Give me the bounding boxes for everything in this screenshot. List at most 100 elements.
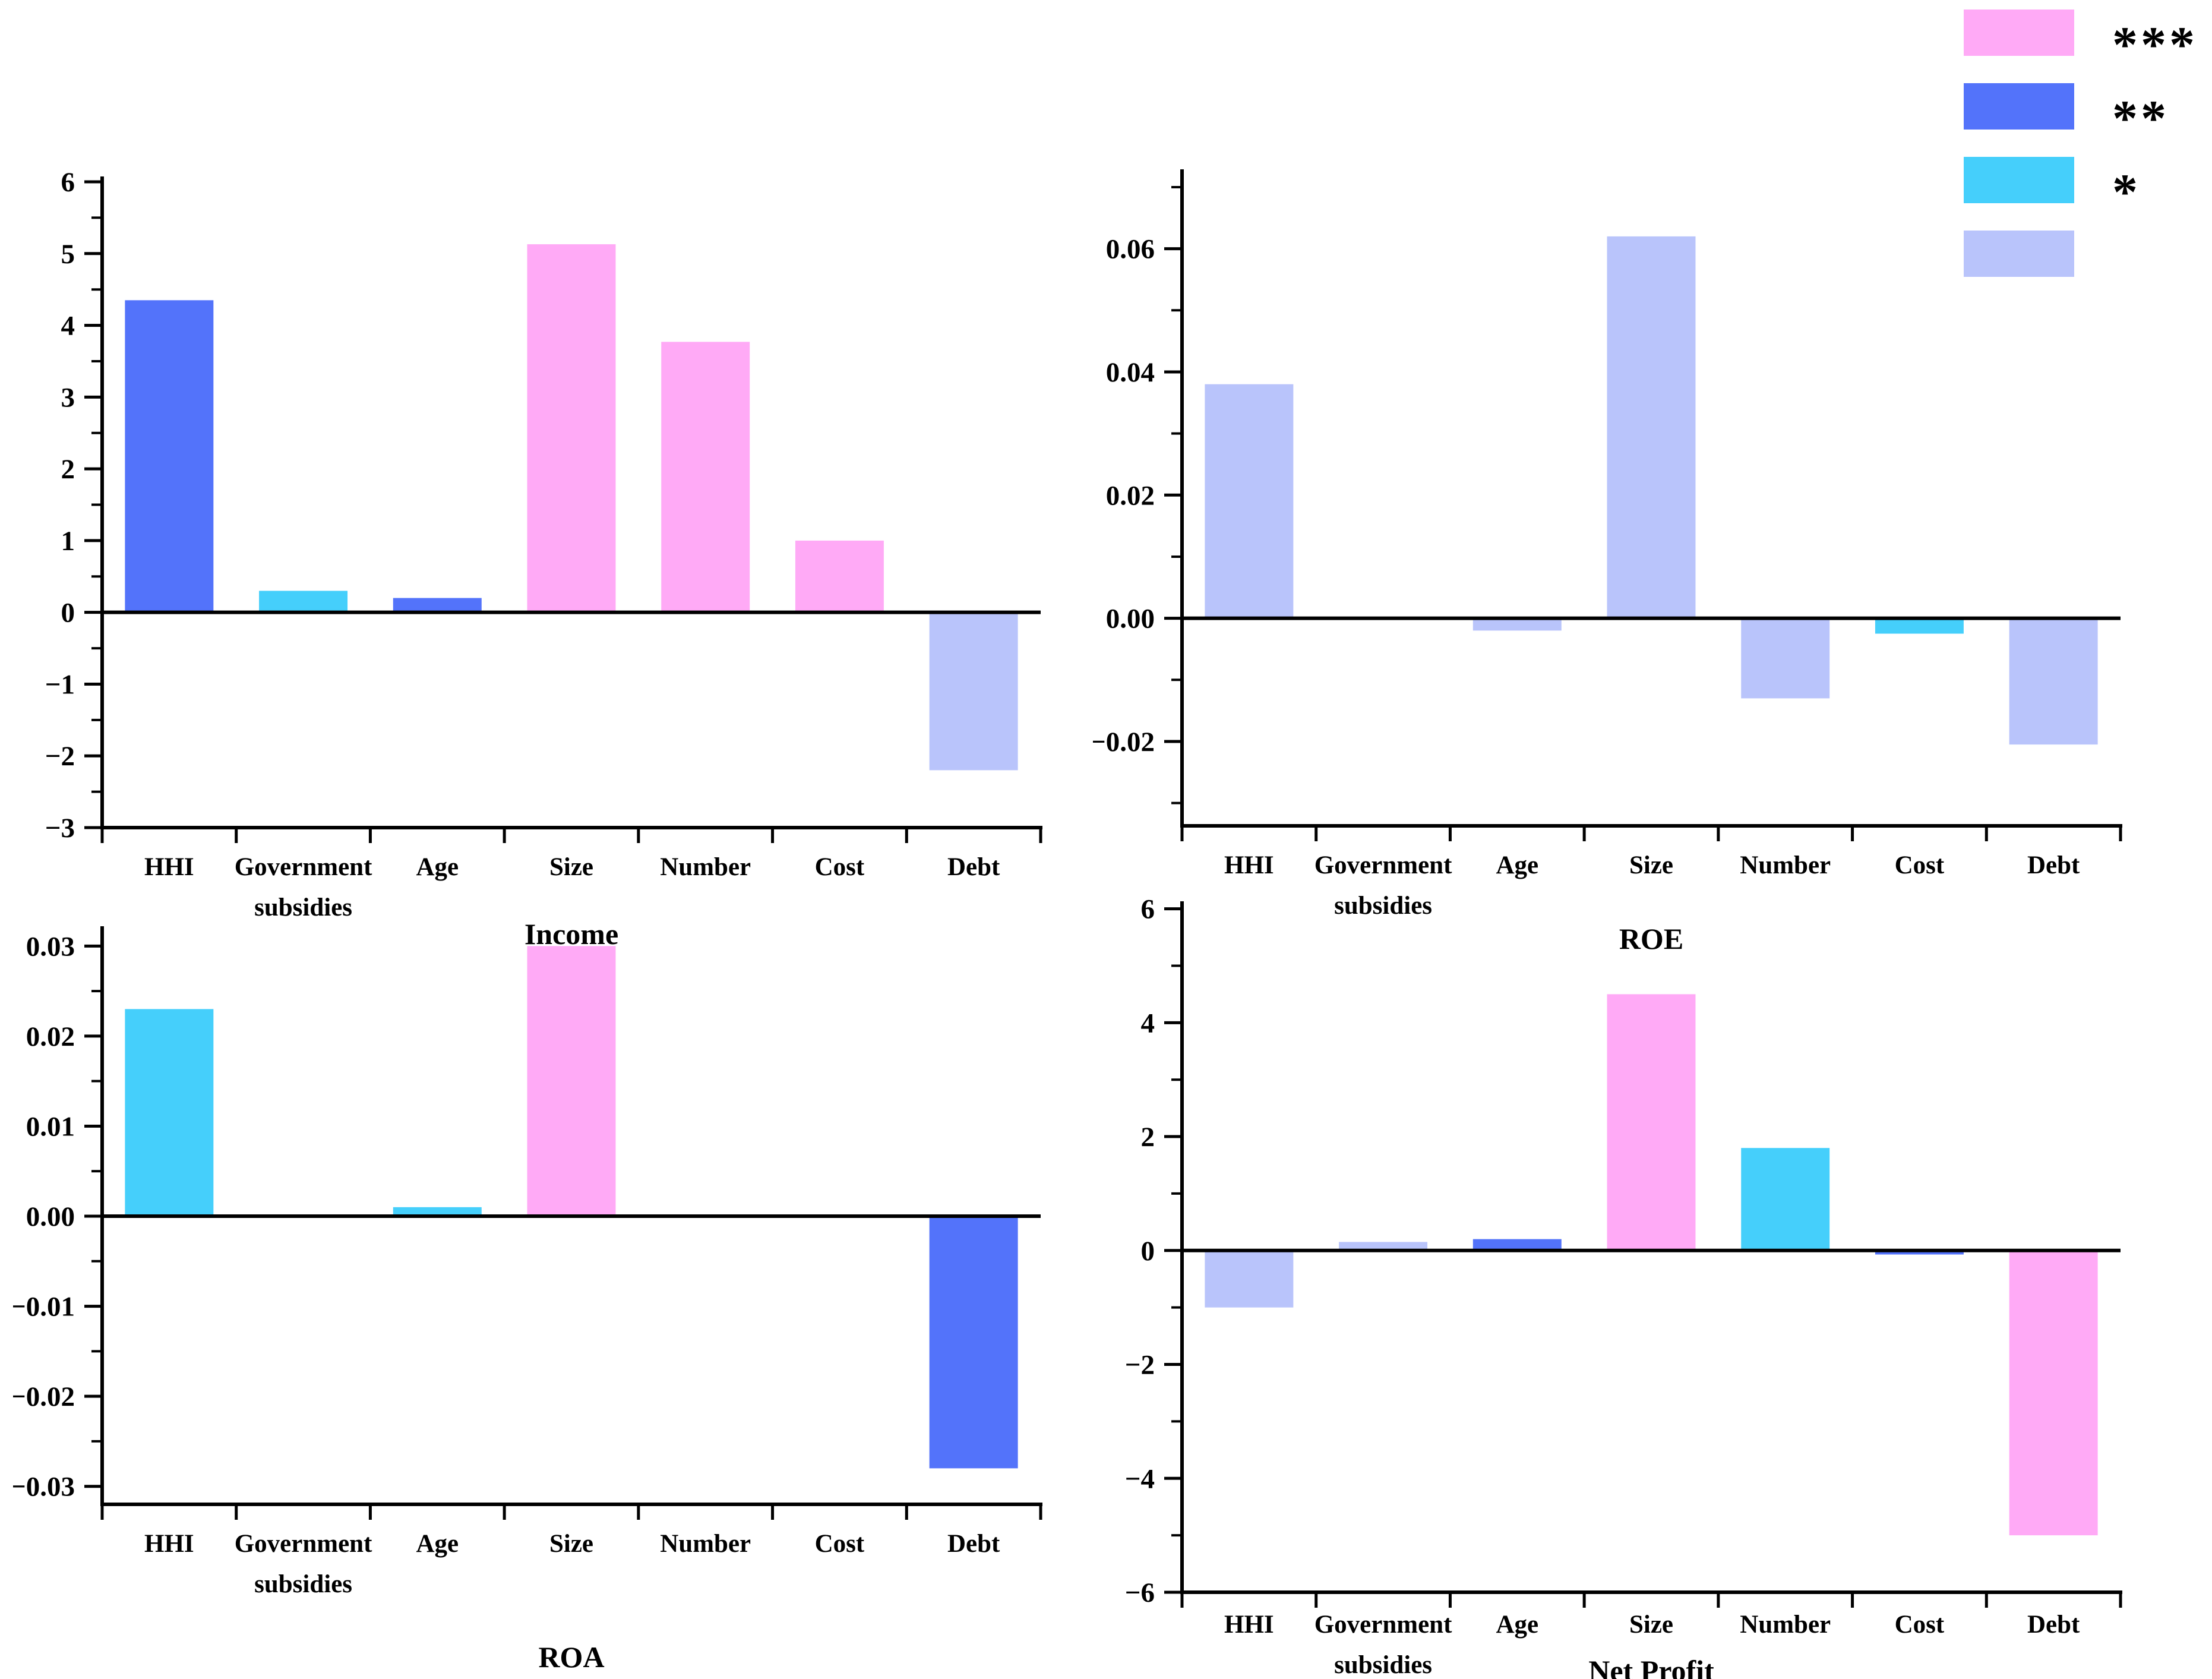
category-label-hhi: HHI bbox=[144, 853, 194, 881]
category-label-government-subsidies: Government bbox=[1314, 1611, 1452, 1639]
category-label-cost: Cost bbox=[815, 853, 865, 881]
category-label-debt: Debt bbox=[947, 853, 1000, 881]
y-axis-tick-label: 2 bbox=[61, 454, 75, 485]
chart-roa-plot: 0.03 0.02 0.01 0.00 −0.01 −0.02 −0.03 HHI Govern… bbox=[13, 926, 1042, 1598]
y-axis-tick-label: 4 bbox=[1141, 1008, 1155, 1039]
bar-size bbox=[1607, 994, 1696, 1251]
y-axis-tick-label: −0.01 bbox=[13, 1292, 75, 1323]
y-axis-tick-label: 4 bbox=[61, 311, 75, 342]
legend-item-not-significant bbox=[1964, 231, 2198, 277]
y-axis-tick-label: −1 bbox=[45, 669, 75, 700]
category-label-government-subsidies: subsidies bbox=[254, 1570, 352, 1598]
category-label-cost: Cost bbox=[815, 1530, 865, 1558]
category-label-government-subsidies: subsidies bbox=[254, 894, 352, 921]
category-label-size: Size bbox=[549, 1530, 593, 1558]
y-axis-tick-label: 0.01 bbox=[26, 1111, 75, 1142]
bar-hhi bbox=[1205, 384, 1294, 618]
y-axis-tick-label: 3 bbox=[61, 382, 75, 413]
legend-label-one-star: * bbox=[2112, 163, 2141, 220]
category-label-number: Number bbox=[1740, 851, 1831, 879]
category-label-hhi: HHI bbox=[144, 1530, 194, 1558]
legend-swatch-two-stars bbox=[1964, 83, 2074, 130]
bar-hhi bbox=[1205, 1250, 1294, 1308]
category-label-debt: Debt bbox=[2027, 1611, 2080, 1639]
category-label-size: Size bbox=[1629, 851, 1673, 879]
category-label-cost: Cost bbox=[1895, 851, 1945, 879]
bar-cost bbox=[1875, 1250, 1964, 1255]
bar-cost bbox=[1875, 618, 1964, 634]
category-label-number: Number bbox=[660, 1530, 751, 1558]
y-axis-tick-label: −2 bbox=[1125, 1350, 1155, 1381]
y-axis-tick-label: 6 bbox=[1141, 894, 1155, 925]
bar-age bbox=[393, 1207, 482, 1216]
chart-roa-title: ROA bbox=[538, 1640, 605, 1674]
bar-debt bbox=[2009, 618, 2098, 745]
category-label-size: Size bbox=[549, 853, 593, 881]
y-axis-tick-label: 0.03 bbox=[26, 931, 75, 962]
category-label-debt: Debt bbox=[947, 1530, 1000, 1558]
legend-item-two-stars: ** bbox=[1964, 83, 2198, 144]
category-label-number: Number bbox=[1740, 1611, 1831, 1639]
y-axis-tick-label: −0.02 bbox=[1093, 727, 1155, 758]
y-axis-tick-label: 0.06 bbox=[1106, 234, 1155, 265]
category-label-hhi: HHI bbox=[1224, 851, 1274, 879]
chart-net-profit-title: Net Profit bbox=[1588, 1654, 1714, 1679]
chart-roa: 0.03 0.02 0.01 0.00 −0.01 −0.02 −0.03 HHI Govern… bbox=[13, 898, 1082, 1679]
category-label-government-subsidies: Government bbox=[235, 1530, 372, 1558]
category-label-cost: Cost bbox=[1895, 1611, 1945, 1639]
legend-swatch-one-star bbox=[1964, 157, 2074, 203]
chart-net-profit: 6 4 2 0 −2 −4 −6 HHI Government subsidies Age Size N… bbox=[1093, 873, 2162, 1679]
bar-age bbox=[1472, 618, 1562, 631]
chart-income: 6 5 4 3 2 1 0 −1 −2 −3 HHI Government subsidies Age Si… bbox=[13, 149, 1082, 1016]
legend-item-one-star: * bbox=[1964, 157, 2198, 217]
y-axis-tick-label: −0.03 bbox=[13, 1472, 75, 1503]
chart-roe-plot: 0.06 0.04 0.02 0.00 −0.02 HHI Government subsid… bbox=[1093, 169, 2122, 920]
bar-cost bbox=[795, 540, 884, 613]
y-axis-tick-label: −0.02 bbox=[13, 1381, 75, 1412]
bar-number bbox=[1741, 618, 1830, 699]
bar-number bbox=[661, 342, 750, 613]
category-label-government-subsidies: subsidies bbox=[1334, 892, 1432, 920]
y-axis-tick-label: 0 bbox=[1141, 1236, 1155, 1267]
y-axis-tick-label: 0.00 bbox=[1106, 604, 1155, 635]
bar-age bbox=[393, 598, 482, 613]
bar-government-subsidies bbox=[259, 591, 348, 613]
bar-debt bbox=[929, 612, 1018, 771]
y-axis-tick-label: 1 bbox=[61, 526, 75, 557]
category-label-size: Size bbox=[1629, 1611, 1673, 1639]
bar-hhi bbox=[125, 300, 214, 613]
category-label-hhi: HHI bbox=[1224, 1611, 1274, 1639]
bar-government-subsidies bbox=[1339, 1242, 1428, 1251]
bar-debt bbox=[2009, 1250, 2098, 1536]
legend: *** ** * bbox=[1964, 10, 2198, 304]
y-axis-tick-label: −4 bbox=[1125, 1463, 1155, 1494]
category-label-government-subsidies: Government bbox=[1314, 851, 1452, 879]
bar-number bbox=[1741, 1148, 1830, 1251]
bar-size bbox=[1607, 236, 1696, 618]
y-axis-tick-label: 0.02 bbox=[1106, 480, 1155, 511]
legend-swatch-not-significant bbox=[1964, 231, 2074, 277]
y-axis-tick-label: 6 bbox=[61, 167, 75, 198]
bar-size bbox=[527, 244, 616, 613]
bar-age bbox=[1472, 1239, 1562, 1251]
chart-roe-title: ROE bbox=[1619, 922, 1684, 955]
y-axis-tick-label: −2 bbox=[45, 741, 75, 772]
legend-item-three-stars: *** bbox=[1964, 10, 2198, 70]
y-axis-tick-label: 5 bbox=[61, 239, 75, 270]
y-axis-tick-label: −3 bbox=[45, 813, 75, 844]
y-axis-tick-label: −6 bbox=[1125, 1577, 1155, 1608]
legend-swatch-three-stars bbox=[1964, 10, 2074, 56]
category-label-age: Age bbox=[416, 1530, 459, 1558]
category-label-government-subsidies: subsidies bbox=[1334, 1651, 1432, 1679]
bar-hhi bbox=[125, 1009, 214, 1216]
chart-income-title: Income bbox=[524, 917, 619, 951]
category-label-government-subsidies: Government bbox=[235, 853, 372, 881]
chart-income-plot: 6 5 4 3 2 1 0 −1 −2 −3 HHI Government subsidies Age Si… bbox=[45, 167, 1042, 921]
y-axis-tick-label: 0.00 bbox=[26, 1201, 75, 1232]
category-label-age: Age bbox=[1496, 1611, 1538, 1639]
y-axis-tick-label: 0.04 bbox=[1106, 357, 1155, 388]
category-label-age: Age bbox=[416, 853, 459, 881]
bar-debt bbox=[929, 1216, 1018, 1469]
y-axis-tick-label: 0.02 bbox=[26, 1021, 75, 1052]
